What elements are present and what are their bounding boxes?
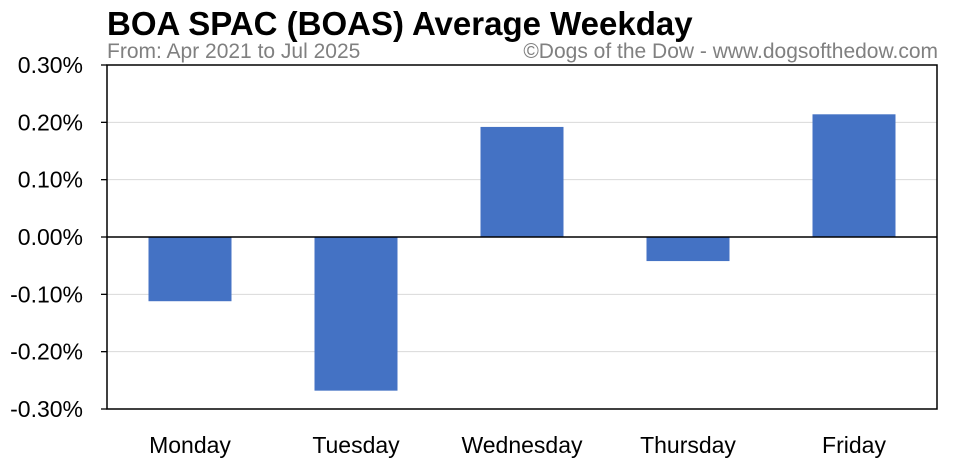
y-tick-label: -0.30% (10, 396, 83, 422)
y-tick-label: 0.00% (18, 224, 83, 250)
bar-wednesday (480, 126, 564, 237)
x-category-label: Monday (149, 432, 231, 458)
bars (148, 114, 896, 391)
chart-credit: ©Dogs of the Dow - www.dogsofthedow.com (523, 40, 938, 63)
x-category-label: Friday (822, 432, 886, 458)
y-tick-label: 0.30% (18, 52, 83, 78)
bar-tuesday (314, 237, 398, 391)
x-category-label: Wednesday (461, 432, 583, 458)
chart-title: BOA SPAC (BOAS) Average Weekday (107, 5, 693, 42)
chart-subtitle: From: Apr 2021 to Jul 2025 (107, 40, 360, 63)
y-tick-label: 0.20% (18, 109, 83, 135)
x-category-label: Tuesday (312, 432, 400, 458)
y-tick-label: -0.10% (10, 281, 83, 307)
y-tick-label: 0.10% (18, 167, 83, 193)
bar-monday (148, 237, 232, 302)
y-tick-label: -0.20% (10, 339, 83, 365)
bar-thursday (646, 237, 730, 262)
bar-friday (812, 114, 896, 237)
x-category-label: Thursday (640, 432, 736, 458)
x-category-labels: Monday Tuesday Wednesday Thursday Friday (149, 432, 886, 458)
axes (101, 64, 938, 410)
y-tick-labels: 0.30% 0.20% 0.10% 0.00% -0.10% -0.20% -0.30% (10, 52, 83, 422)
